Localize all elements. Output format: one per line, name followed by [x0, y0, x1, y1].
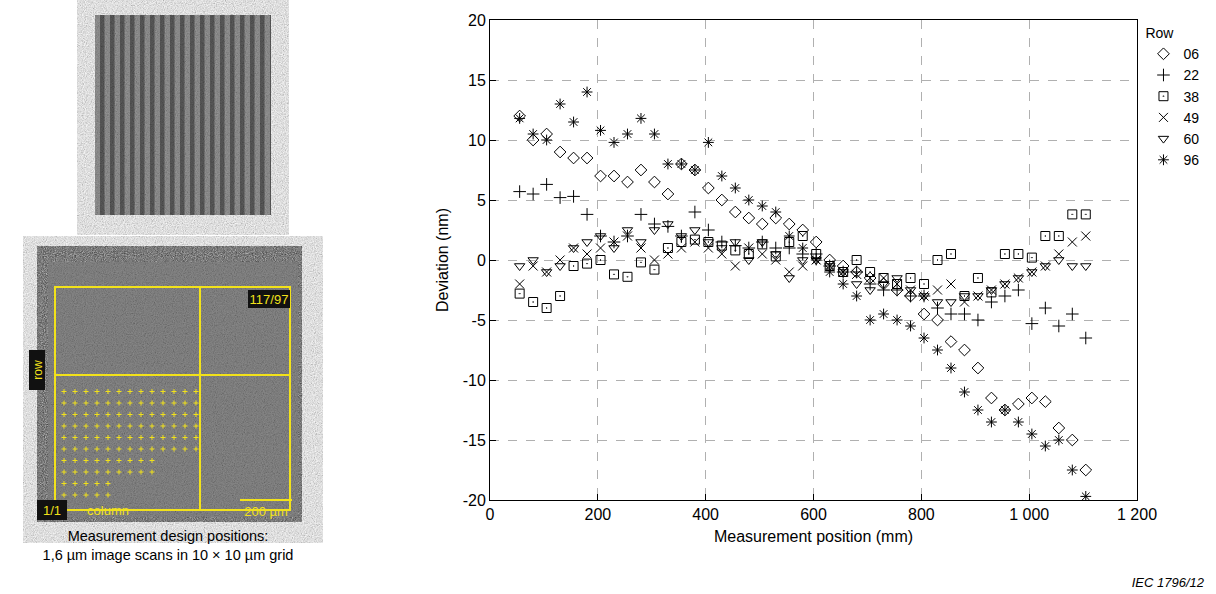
svg-text:1 200: 1 200 [1117, 506, 1157, 523]
svg-text:117/97: 117/97 [250, 292, 289, 307]
html-text:IEC 1796/12: IEC 1796/12 [1131, 575, 1204, 590]
svg-text:-5: -5 [472, 312, 486, 329]
svg-text:400: 400 [692, 506, 719, 523]
svg-text:200 µm: 200 µm [244, 504, 288, 519]
svg-text:-20: -20 [463, 492, 486, 509]
svg-text:0: 0 [486, 506, 495, 523]
svg-text:Measurement position (mm): Measurement position (mm) [714, 528, 913, 545]
svg-text:22: 22 [1183, 67, 1199, 83]
svg-text:600: 600 [800, 506, 827, 523]
svg-text:column: column [87, 503, 129, 518]
svg-text:06: 06 [1183, 46, 1199, 62]
svg-text:-10: -10 [463, 372, 486, 389]
svg-text:-15: -15 [463, 432, 486, 449]
svg-text:5: 5 [477, 192, 486, 209]
svg-text:49: 49 [1183, 110, 1199, 126]
svg-text:1,6 µm image scans in 10 × 10: 1,6 µm image scans in 10 × 10 µm grid [43, 547, 294, 563]
svg-text:15: 15 [468, 72, 486, 89]
svg-text:1 000: 1 000 [1009, 506, 1049, 523]
svg-text:Deviation (nm): Deviation (nm) [434, 208, 451, 312]
svg-text:0: 0 [477, 252, 486, 269]
svg-text:38: 38 [1183, 89, 1199, 105]
svg-text:800: 800 [908, 506, 935, 523]
svg-text:row: row [31, 360, 45, 380]
svg-text:Row: Row [1145, 25, 1174, 41]
svg-text:96: 96 [1183, 152, 1199, 168]
svg-text:10: 10 [468, 132, 486, 149]
svg-text:60: 60 [1183, 131, 1199, 147]
svg-text:1/1: 1/1 [43, 503, 61, 518]
svg-text:200: 200 [584, 506, 611, 523]
svg-text:20: 20 [468, 12, 486, 29]
svg-text:Measurement design positions:: Measurement design positions: [68, 528, 269, 544]
